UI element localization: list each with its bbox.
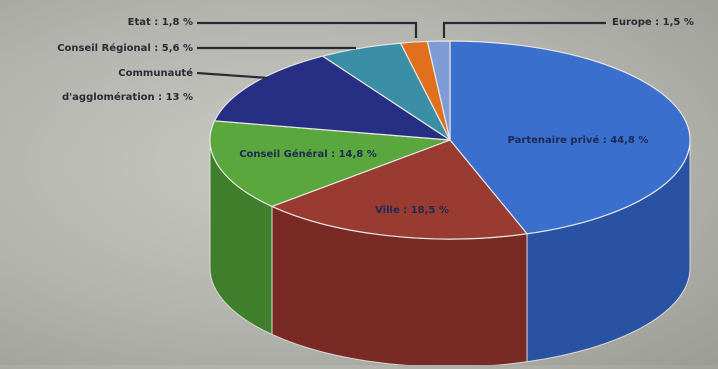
slice-label-ca-2: d'agglomération : 13 %	[62, 91, 193, 103]
pie-slice-ville	[270, 139, 529, 240]
pie-slice-europe	[426, 40, 451, 141]
slice-label-ville: Ville : 18,5 %	[375, 205, 449, 216]
pie-labels: Partenaire privé : 44,8 % Ville : 18,5 % C…	[57, 17, 694, 216]
slice-label-partenaire: Partenaire privé : 44,8 %	[508, 134, 649, 146]
leader-line-ca	[196, 71, 269, 80]
pie-slices	[209, 40, 691, 240]
leader-line-etat	[197, 21, 418, 38]
slice-label-europe: Europe : 1,5 %	[612, 17, 694, 28]
pie-slice-ca	[213, 55, 451, 141]
slice-label-ca-1: Communauté	[118, 67, 193, 79]
pie-slice-cg	[209, 120, 451, 208]
leader-line-europe	[442, 21, 606, 38]
pie-slice-partenaire	[449, 40, 691, 235]
slice-label-etat: Etat : 1,8 %	[128, 17, 193, 28]
slice-label-cg: Conseil Général : 14,8 %	[239, 148, 377, 160]
slice-label-cr: Conseil Régional : 5,6 %	[57, 42, 193, 54]
